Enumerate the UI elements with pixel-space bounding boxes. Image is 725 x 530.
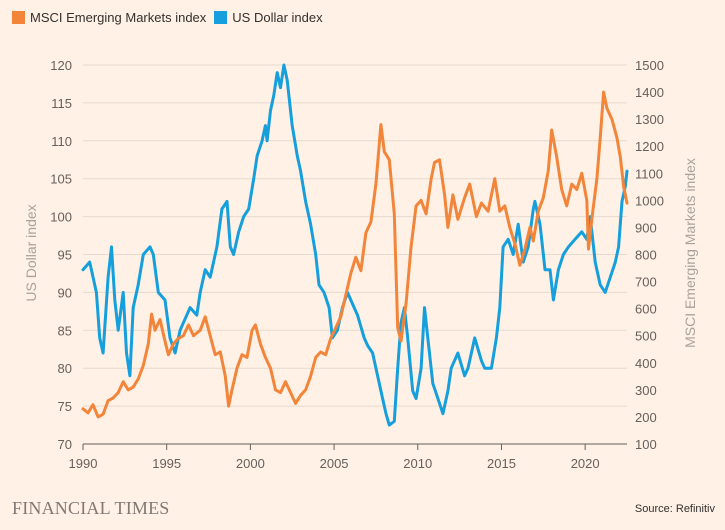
left-tick-label: 90 xyxy=(58,285,72,300)
legend-label-msci: MSCI Emerging Markets index xyxy=(30,10,207,25)
x-tick-label: 2015 xyxy=(487,456,516,471)
right-tick-label: 600 xyxy=(635,302,657,317)
right-tick-label: 1400 xyxy=(635,85,664,100)
usd-index-line xyxy=(81,63,629,427)
right-tick-label: 400 xyxy=(635,356,657,371)
source-note: Source: Refinitiv xyxy=(634,503,715,515)
right-tick-label: 900 xyxy=(635,220,657,235)
msci-em-line xyxy=(81,90,629,419)
x-tick-label: 1990 xyxy=(69,456,98,471)
left-tick-label: 80 xyxy=(58,361,72,376)
x-tick-label: 1995 xyxy=(152,456,181,471)
right-tick-label: 700 xyxy=(635,275,657,290)
right-tick-label: 200 xyxy=(635,410,657,425)
right-tick-label: 800 xyxy=(635,248,657,263)
legend-item-msci: MSCI Emerging Markets index xyxy=(12,10,206,25)
right-tick-label: 1300 xyxy=(635,112,664,127)
x-tick-label: 2000 xyxy=(236,456,265,471)
left-axis-title: US Dollar index xyxy=(23,204,39,301)
left-tick-label: 105 xyxy=(50,172,72,187)
left-tick-label: 100 xyxy=(50,210,72,225)
left-tick-label: 120 xyxy=(50,58,72,73)
left-tick-label: 115 xyxy=(51,96,72,111)
left-axis-ticks: 70 75 80 85 90 95 100 105 110 115 120 xyxy=(50,58,72,452)
right-tick-label: 1100 xyxy=(635,166,663,181)
left-tick-label: 70 xyxy=(58,437,72,452)
right-tick-label: 500 xyxy=(635,329,657,344)
right-tick-label: 1000 xyxy=(635,193,664,208)
brand-logo: FINANCIAL TIMES xyxy=(12,498,170,518)
right-axis-ticks: 100 200 300 400 500 600 700 800 900 1000 1100 1200 1… xyxy=(635,58,664,452)
x-tick-label: 2010 xyxy=(403,456,432,471)
right-axis-title: MSCI Emerging Markets index xyxy=(682,158,698,348)
x-axis-ticks: 1990 1995 2000 2005 2010 2015 2020 xyxy=(69,444,600,471)
legend-label-usd: US Dollar index xyxy=(232,10,323,25)
gridlines xyxy=(83,64,627,445)
left-tick-label: 110 xyxy=(51,134,72,149)
legend-item-usd: US Dollar index xyxy=(214,10,323,25)
chart-legend: MSCI Emerging Markets index US Dollar in… xyxy=(12,10,331,25)
right-tick-label: 100 xyxy=(635,437,657,452)
right-tick-label: 1200 xyxy=(635,139,664,154)
left-tick-label: 75 xyxy=(58,399,72,414)
legend-swatch-usd xyxy=(214,11,228,24)
right-tick-label: 1500 xyxy=(635,58,664,73)
left-tick-label: 85 xyxy=(58,323,72,338)
x-tick-label: 2005 xyxy=(320,456,349,471)
series-lines xyxy=(81,63,629,427)
right-tick-label: 300 xyxy=(635,383,657,398)
x-tick-label: 2020 xyxy=(571,456,600,471)
left-tick-label: 95 xyxy=(58,248,72,263)
legend-swatch-msci xyxy=(12,11,25,24)
